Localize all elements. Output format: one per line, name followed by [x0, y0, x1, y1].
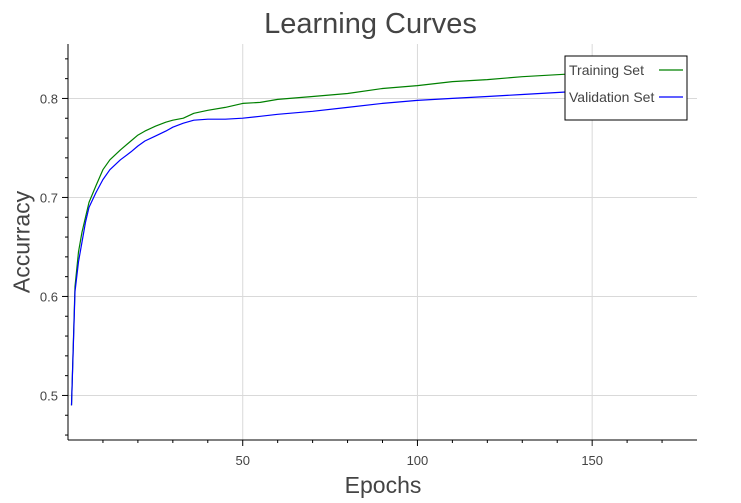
x-tick-label: 150: [581, 453, 603, 468]
x-tick-label: 100: [407, 453, 429, 468]
y-tick-label: 0.6: [40, 289, 58, 304]
legend-label: Validation Set: [569, 89, 654, 105]
series-line-validation: [70, 90, 575, 406]
x-axis-label: Epochs: [344, 472, 422, 498]
legend: Training Set Validation Set: [564, 55, 688, 121]
series-layer: [70, 73, 575, 406]
x-tick-label: 50: [235, 453, 249, 468]
y-tick-label: 0.5: [40, 388, 58, 403]
axes: 50 100 150 0.5 0.6 0.7 0.8: [40, 44, 697, 468]
series-line-training: [70, 73, 575, 406]
legend-label: Training Set: [569, 62, 644, 78]
y-tick-label: 0.8: [40, 91, 58, 106]
chart-title: Learning Curves: [264, 8, 477, 40]
y-tick-label: 0.7: [40, 190, 58, 205]
legend-box: [564, 55, 688, 121]
